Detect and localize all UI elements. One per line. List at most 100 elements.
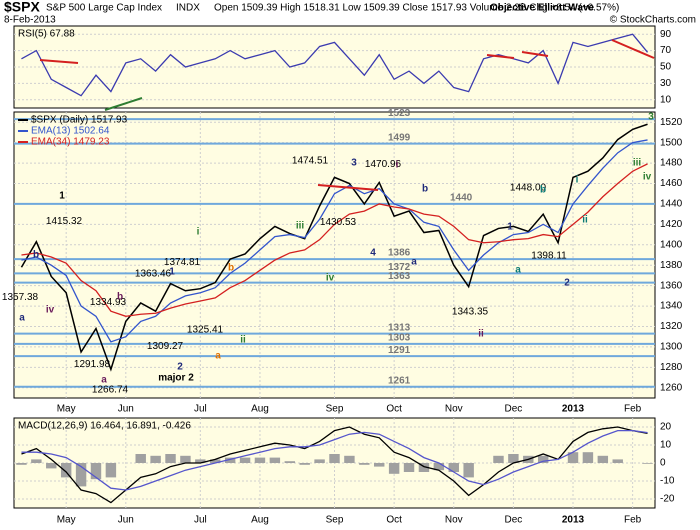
x-tick-label: Jul	[194, 404, 207, 415]
series-line	[20, 123, 648, 372]
wave-label: 1	[507, 222, 513, 233]
x-tick-label: Nov	[445, 515, 463, 526]
credit: © StockCharts.com	[610, 15, 696, 26]
histogram-bar	[60, 463, 72, 478]
wave-label: a	[215, 351, 221, 362]
trend-line	[521, 51, 549, 57]
x-tick-label: Dec	[504, 515, 522, 526]
series-line	[21, 139, 648, 343]
histogram-bar	[46, 463, 57, 469]
histogram-bar	[31, 459, 42, 463]
x-tick-label: 2013	[562, 515, 585, 526]
histogram-bar	[165, 454, 176, 463]
y-tick-label: 1440	[660, 199, 683, 210]
histogram-bar	[150, 455, 161, 463]
level-label: 1313	[388, 322, 411, 333]
wave-label: i	[576, 175, 579, 186]
wave-label: 2	[177, 362, 183, 373]
wave-label: 1	[169, 267, 175, 278]
trend-line	[486, 54, 515, 59]
x-tick-label: Dec	[504, 404, 522, 415]
price-label: 1309.27	[147, 341, 184, 352]
wave-label: 2	[564, 278, 570, 289]
author: Objective Elliott Wave	[490, 3, 595, 14]
histogram-bar	[180, 455, 191, 463]
histogram-bar	[90, 463, 102, 480]
histogram-bar	[612, 459, 623, 463]
price-label: 1470.96	[365, 159, 402, 170]
price-label: 1430.53	[320, 217, 357, 228]
legend-label: EMA(13) 1502.64	[31, 126, 110, 137]
trend-line	[611, 39, 655, 59]
y-tick-label: 1460	[660, 178, 683, 189]
y-tick-label: 1380	[660, 260, 683, 271]
symbol: $SPX	[4, 0, 40, 15]
wave-label: a	[515, 265, 521, 276]
wave-label: a	[19, 313, 25, 324]
y-tick-label: 1320	[660, 321, 683, 332]
wave-label: iv	[643, 172, 652, 183]
wave-label: iv	[46, 305, 55, 316]
histogram-bar	[403, 463, 415, 472]
x-tick-label: Jul	[194, 515, 207, 526]
wave-label: ii	[582, 215, 588, 226]
y-tick-label: 50	[660, 62, 672, 73]
wave-label: 3	[351, 158, 357, 169]
y-tick-label: 1500	[660, 137, 683, 148]
level-label: 1386	[388, 248, 411, 259]
price-label: 1266.74	[92, 385, 129, 396]
wave-label: ii	[478, 329, 484, 340]
y-tick-label: -10	[660, 476, 675, 487]
wave-label: b	[540, 185, 546, 196]
histogram-bar	[567, 452, 579, 463]
histogram-bar	[210, 459, 221, 463]
date: 8-Feb-2013	[4, 15, 56, 26]
histogram-bar	[195, 459, 206, 463]
y-tick-label: 90	[660, 29, 672, 40]
level-label: 1261	[388, 375, 411, 386]
wave-label: b	[117, 292, 123, 303]
x-tick-label: Aug	[251, 404, 269, 415]
level-label: 1372	[388, 262, 411, 273]
wave-label: b	[33, 250, 39, 261]
histogram-bar	[329, 454, 340, 463]
wave-label: a	[101, 375, 107, 386]
y-tick-label: 1340	[660, 301, 683, 312]
histogram-bar	[16, 463, 27, 465]
histogram-bar	[359, 463, 370, 465]
x-tick-label: May	[57, 404, 76, 415]
x-tick-label: Jun	[118, 515, 134, 526]
y-tick-label: 1520	[660, 117, 683, 128]
index-name: S&P 500 Large Cap Index	[46, 3, 162, 14]
wave-label: iii	[633, 158, 642, 169]
price-label: 1343.35	[452, 306, 489, 317]
y-tick-label: -20	[660, 494, 675, 505]
histogram-bar	[537, 455, 549, 463]
histogram-bar	[508, 454, 519, 463]
exchange: INDX	[176, 3, 200, 14]
wave-label: i	[396, 160, 399, 171]
histogram-bar	[299, 463, 310, 465]
y-tick-label: 10	[660, 440, 672, 451]
wave-label: b	[228, 263, 234, 274]
legend-label: EMA(34) 1479.23	[31, 137, 110, 148]
wave-label: 3	[648, 112, 654, 123]
histogram-bar	[254, 457, 266, 463]
y-tick-label: 20	[660, 422, 672, 433]
x-tick-label: Sep	[326, 515, 344, 526]
rsi-panel: 10 30 50 70 90 RSI(5) 67.88	[13, 25, 672, 109]
histogram-bar	[224, 457, 236, 463]
level-label: 1440	[450, 193, 473, 204]
histogram-bar	[105, 463, 117, 478]
y-tick-label: 0	[660, 458, 666, 469]
x-tick-label: Feb	[624, 515, 642, 526]
histogram-bar	[597, 455, 609, 463]
y-tick-label: 70	[660, 45, 672, 56]
histogram-bar	[284, 461, 295, 463]
trend-lines	[39, 39, 655, 191]
price-label: 1357.38	[2, 292, 39, 303]
histogram-bar	[448, 463, 459, 472]
wave-label: i	[197, 227, 200, 238]
panel-title: MACD(12,26,9) 16.464, 16.891, -0.426	[18, 421, 191, 432]
